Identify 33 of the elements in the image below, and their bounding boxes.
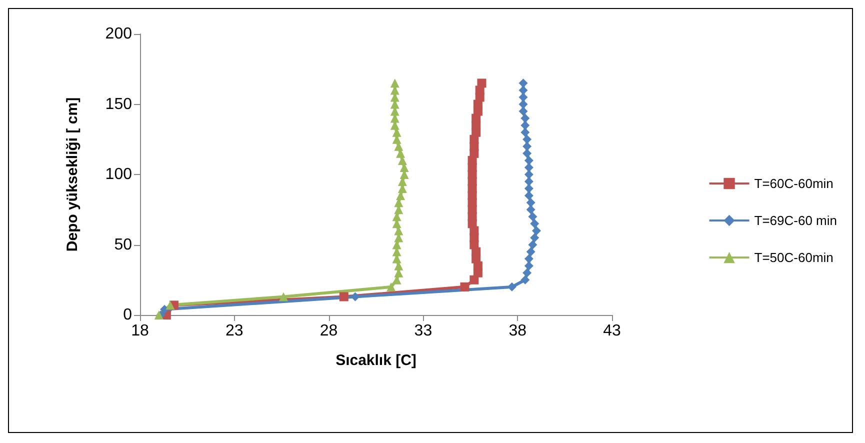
point <box>528 240 538 250</box>
legend-label: T=69C-60 min <box>754 213 838 228</box>
point <box>477 78 486 88</box>
point <box>278 292 288 302</box>
point <box>390 78 400 88</box>
y-tick-label: 200 <box>105 26 132 42</box>
x-tick-label: 33 <box>414 322 432 340</box>
point <box>526 247 536 256</box>
x-tick-label: 18 <box>131 322 149 340</box>
y-tick-label: 50 <box>114 236 132 254</box>
x-axis-title: Sıcaklık [C] <box>336 352 416 369</box>
y-axis-title: Depo yüksekliği [ cm] <box>64 97 81 252</box>
point <box>524 170 534 179</box>
point <box>460 282 470 292</box>
point <box>530 233 540 242</box>
y-tick-label: 0 <box>123 306 132 324</box>
legend-label: T=60C-60min <box>754 176 834 191</box>
point <box>528 212 538 222</box>
point <box>339 292 348 302</box>
x-tick-label: 23 <box>226 322 244 340</box>
y-tick-label: 100 <box>105 166 132 183</box>
point <box>530 219 540 228</box>
y-tick-label: 150 <box>105 96 132 113</box>
legend-label: T=50C-60min <box>754 250 834 265</box>
point <box>386 282 396 292</box>
x-tick-label: 43 <box>603 322 621 340</box>
x-tick-label: 28 <box>320 322 338 340</box>
point <box>166 300 175 310</box>
point <box>522 268 532 278</box>
x-tick-label: 38 <box>508 322 527 340</box>
point <box>524 156 534 165</box>
point <box>532 226 541 236</box>
point <box>520 275 530 284</box>
